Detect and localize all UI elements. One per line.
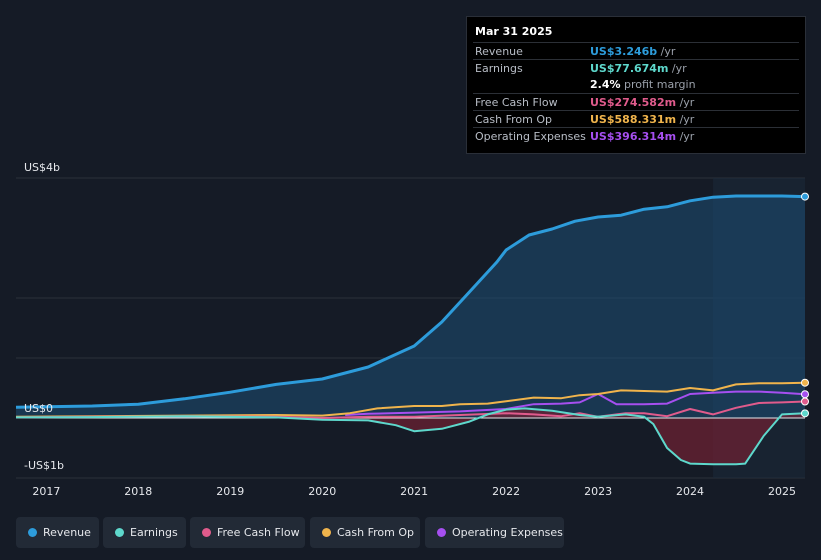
tooltip-row-opex: Operating Expenses US$396.314m /yr — [473, 127, 799, 145]
legend-label: Revenue — [43, 526, 91, 539]
series-line-earnings — [15, 407, 806, 466]
series-end-marker — [801, 409, 809, 418]
x-tick-label: 2024 — [676, 485, 704, 498]
legend-dot — [322, 528, 331, 537]
tooltip-label: Earnings — [475, 62, 523, 75]
legend-dot — [437, 528, 446, 537]
tooltip-value: US$588.331m — [590, 113, 677, 126]
tooltip-row-revenue: Revenue US$3.246b /yr — [473, 42, 799, 60]
tooltip-unit: /yr — [676, 113, 695, 126]
revenue-area — [16, 196, 805, 418]
x-tick-label: 2023 — [584, 485, 612, 498]
series-line-cash-from-op — [15, 381, 806, 418]
series-end-marker — [801, 378, 809, 387]
tooltip-value: US$3.246b — [590, 45, 658, 58]
y-tick-label: US$4b — [24, 161, 60, 174]
series-line-revenue — [15, 194, 806, 409]
x-tick-label: 2018 — [124, 485, 152, 498]
legend-dot — [202, 528, 211, 537]
x-tick-label: 2019 — [216, 485, 244, 498]
legend-dot — [28, 528, 37, 537]
y-tick-label: -US$1b — [24, 459, 64, 472]
series-line-operating-expenses — [345, 390, 806, 416]
tooltip-label: Revenue — [475, 45, 523, 58]
x-tick-label: 2017 — [32, 485, 60, 498]
legend-item-earnings[interactable]: Earnings — [103, 517, 186, 548]
legend-label: Free Cash Flow — [217, 526, 300, 539]
tooltip-value: US$396.314m — [590, 130, 677, 143]
tooltip-value: US$77.674m — [590, 62, 669, 75]
x-tick-label: 2025 — [768, 485, 796, 498]
legend-item-cash-from-op[interactable]: Cash From Op — [310, 517, 420, 548]
tooltip-unit: /yr — [668, 62, 687, 75]
tooltip-value: 2.4% — [590, 78, 621, 91]
tooltip-row-earnings: Earnings US$77.674m /yr — [473, 59, 799, 77]
legend-item-revenue[interactable]: Revenue — [16, 517, 99, 548]
tooltip-label: Cash From Op — [475, 113, 553, 126]
tooltip-value: US$274.582m — [590, 96, 677, 109]
series-end-marker — [801, 397, 809, 406]
tooltip-unit: profit margin — [620, 78, 696, 91]
tooltip-row-cfo: Cash From Op US$588.331m /yr — [473, 110, 799, 128]
earnings-area — [16, 408, 805, 465]
x-tick-label: 2020 — [308, 485, 336, 498]
series-end-marker — [801, 192, 809, 201]
series-line-free-cash-flow — [15, 400, 806, 419]
tooltip-row-fcf: Free Cash Flow US$274.582m /yr — [473, 93, 799, 111]
x-tick-label: 2021 — [400, 485, 428, 498]
x-tick-label: 2022 — [492, 485, 520, 498]
legend-dot — [115, 528, 124, 537]
tooltip-unit: /yr — [676, 96, 695, 109]
tooltip-unit: /yr — [676, 130, 695, 143]
legend-label: Cash From Op — [337, 526, 415, 539]
legend-item-free-cash-flow[interactable]: Free Cash Flow — [190, 517, 305, 548]
tooltip-unit: /yr — [657, 45, 676, 58]
tooltip-row-margin: 2.4% profit margin — [473, 76, 799, 93]
y-tick-label: US$0 — [24, 402, 53, 415]
legend-label: Earnings — [130, 526, 178, 539]
legend-item-operating-expenses[interactable]: Operating Expenses — [425, 517, 564, 548]
series-end-marker — [801, 390, 809, 399]
tooltip-label: Free Cash Flow — [475, 96, 558, 109]
tooltip-label: Operating Expenses — [475, 130, 586, 143]
legend-label: Operating Expenses — [452, 526, 563, 539]
tooltip-date: Mar 31 2025 — [475, 25, 553, 38]
data-tooltip: Mar 31 2025 Revenue US$3.246b /yr Earnin… — [466, 16, 806, 154]
